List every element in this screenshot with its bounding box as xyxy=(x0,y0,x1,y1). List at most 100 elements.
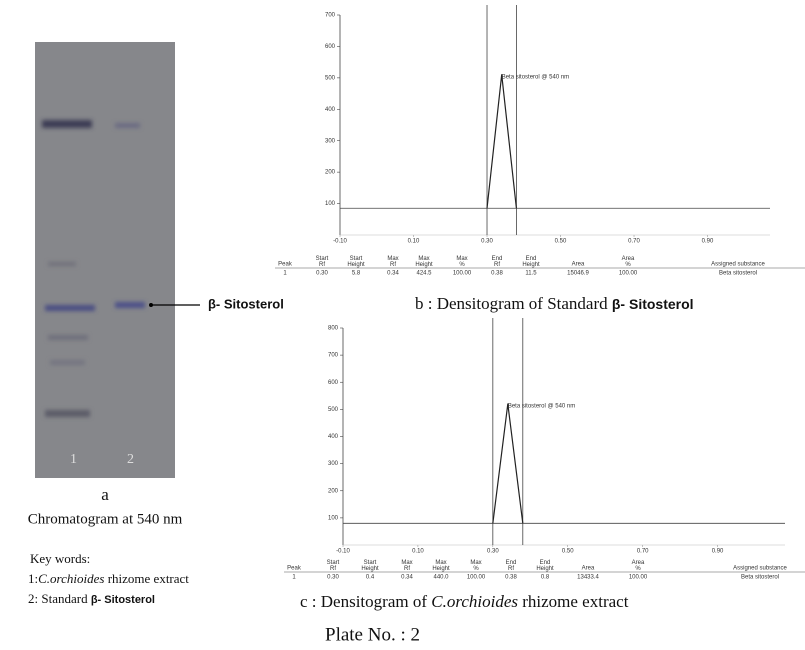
table-cell: 0.34 xyxy=(401,575,413,581)
y-tick-label: 400 xyxy=(325,107,336,113)
y-tick-label: 600 xyxy=(328,380,339,386)
text: rhizome extract xyxy=(104,571,189,586)
table-header: Start Rf xyxy=(327,560,340,572)
text: c : Densitogram of xyxy=(300,592,431,611)
table-header: Area xyxy=(582,566,595,572)
table-header: Max Rf xyxy=(387,256,398,268)
table-cell: 0.4 xyxy=(366,575,375,581)
table-header: Assigned substance xyxy=(733,566,787,572)
peak-curve xyxy=(486,74,518,209)
table-header: End Rf xyxy=(492,256,503,268)
peak-curve xyxy=(492,403,524,524)
y-tick-label: 200 xyxy=(325,170,336,176)
table-cell: 13433.4 xyxy=(577,575,599,581)
table-cell: 440.0 xyxy=(433,575,449,581)
table-header: End Height xyxy=(522,256,540,268)
peak-label: Beta sitosterol @ 540 nm xyxy=(502,74,569,80)
x-tick-label: -0.10 xyxy=(336,549,350,555)
table-cell: 100.00 xyxy=(629,575,648,581)
table-cell: 100.00 xyxy=(619,271,638,277)
text: β- Sitosterol xyxy=(91,594,155,606)
table-cell: 0.38 xyxy=(505,575,517,581)
y-tick-label: 100 xyxy=(328,515,339,521)
table-cell: 100.00 xyxy=(467,575,486,581)
plate-caption: Chromatogram at 540 nm xyxy=(28,511,183,527)
table-cell: 15046.9 xyxy=(567,271,589,277)
y-tick-label: 700 xyxy=(325,13,336,19)
table-header: Peak xyxy=(278,262,293,268)
table-header: Area xyxy=(572,262,585,268)
y-tick-label: 100 xyxy=(325,201,336,207)
keyword-item: 2: Standard β- Sitosterol xyxy=(28,591,155,606)
table-cell: 0.8 xyxy=(541,575,550,581)
x-tick-label: 0.10 xyxy=(408,239,420,245)
table-header: Start Height xyxy=(347,256,365,268)
y-tick-label: 700 xyxy=(328,353,339,359)
table-cell: 0.30 xyxy=(327,575,339,581)
band-label: β- Sitosterol xyxy=(208,296,284,311)
plate-label: a xyxy=(101,485,109,504)
y-tick-label: 200 xyxy=(328,488,339,494)
x-tick-label: 0.90 xyxy=(712,549,724,555)
x-tick-label: -0.10 xyxy=(333,239,347,245)
footer: Plate No. : 2 xyxy=(325,624,420,645)
text: β- Sitosterol xyxy=(612,296,694,312)
keywords-title: Key words: xyxy=(30,551,90,566)
table-header: Max Height xyxy=(432,560,450,572)
x-tick-label: 0.30 xyxy=(481,239,493,245)
bands xyxy=(42,120,145,417)
x-tick-label: 0.50 xyxy=(555,239,567,245)
text: rhizome extract xyxy=(518,592,629,611)
table-cell: 5.8 xyxy=(352,271,361,277)
table-cell: 11.5 xyxy=(525,271,537,277)
table-cell: 1 xyxy=(292,575,296,581)
table-header: Max Rf xyxy=(401,560,412,572)
table-cell: Beta sitosterol xyxy=(719,271,757,277)
peak-label: Beta sitosterol @ 540 nm xyxy=(508,404,575,410)
text: 1: xyxy=(28,571,38,586)
table-cell: 1 xyxy=(283,271,287,277)
table-header: Area% xyxy=(632,560,645,572)
y-tick-label: 500 xyxy=(325,75,336,81)
table-header: Area% xyxy=(622,256,635,268)
table-cell: Beta sitosterol xyxy=(741,575,779,581)
x-tick-label: 0.70 xyxy=(628,239,640,245)
table-cell: 424.5 xyxy=(416,271,432,277)
y-tick-label: 600 xyxy=(325,44,336,50)
lane-label: 1 xyxy=(70,452,77,467)
y-tick-label: 500 xyxy=(328,407,339,413)
table-header: Peak xyxy=(287,566,302,572)
x-tick-label: 0.10 xyxy=(412,549,424,555)
table-cell: 0.38 xyxy=(491,271,503,277)
x-tick-label: 0.30 xyxy=(487,549,499,555)
x-tick-label: 0.50 xyxy=(562,549,574,555)
table-header: End Height xyxy=(536,560,554,572)
table-header: Max% xyxy=(456,256,467,268)
y-tick-label: 800 xyxy=(328,326,339,332)
table-header: Max Height xyxy=(415,256,433,268)
table-header: Max% xyxy=(470,560,481,572)
text: C.orchioides xyxy=(431,592,518,611)
table-header: Start Rf xyxy=(316,256,329,268)
text: b : Densitogram of Standard xyxy=(415,294,612,313)
tlc-plate xyxy=(35,42,175,478)
table-header: End Rf xyxy=(506,560,517,572)
caption: b : Densitogram of Standard β- Sitostero… xyxy=(415,294,694,313)
table-cell: 0.34 xyxy=(387,271,399,277)
lane-label: 2 xyxy=(127,452,134,467)
y-tick-label: 400 xyxy=(328,434,339,440)
caption: c : Densitogram of C.orchioides rhizome … xyxy=(300,592,629,611)
text: 2: Standard xyxy=(28,591,91,606)
y-tick-label: 300 xyxy=(325,138,336,144)
text: C.orchioides xyxy=(38,571,104,586)
table-cell: 100.00 xyxy=(453,271,472,277)
keyword-item: 1:C.orchioides rhizome extract xyxy=(28,571,189,586)
table-cell: 0.30 xyxy=(316,271,328,277)
table-header: Assigned substance xyxy=(711,262,765,268)
y-tick-label: 300 xyxy=(328,461,339,467)
x-tick-label: 0.90 xyxy=(702,239,714,245)
x-tick-label: 0.70 xyxy=(637,549,649,555)
table-header: Start Height xyxy=(361,560,379,572)
